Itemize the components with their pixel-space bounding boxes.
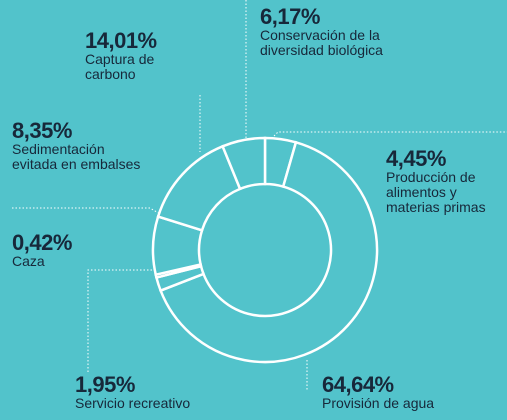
value-label: 14,01% [85,28,157,53]
category-label: Servicio recreativo [75,395,191,411]
label: 6,17% Conservación de la diversidad bioló… [260,6,440,58]
category-label: Captura de carbono [85,51,155,82]
category-label: Producción de alimentos y materias prima… [386,169,486,215]
category-label: Sedimentación evitada en embalses [12,141,141,172]
label: 1,95% Servicio recreativo [75,374,245,411]
segment [221,136,267,191]
value-label: 0,42% [12,230,72,255]
value-label: 6,17% [260,4,320,29]
label: 4,45% Producción de alimentos y materias … [386,148,486,215]
label: 0,42% Caza [12,232,112,269]
category-label: Caza [12,253,45,269]
leader-line [273,131,507,137]
segments [151,136,379,364]
value-label: 1,95% [75,372,135,397]
value-label: 4,45% [386,146,446,171]
category-label: Provisión de agua [322,395,435,411]
label: 64,64% Provisión de agua [322,374,492,411]
value-label: 8,35% [12,118,72,143]
segment [158,140,379,364]
leader-line [12,207,163,216]
label: 14,01% Captura de carbono [85,30,195,82]
value-label: 64,64% [322,372,394,397]
leader-lines [12,0,507,390]
label: 8,35% Sedimentación evitada en embalses [12,120,147,172]
leader-line [87,269,158,372]
category-label: Conservación de la diversidad biológica [260,27,383,58]
